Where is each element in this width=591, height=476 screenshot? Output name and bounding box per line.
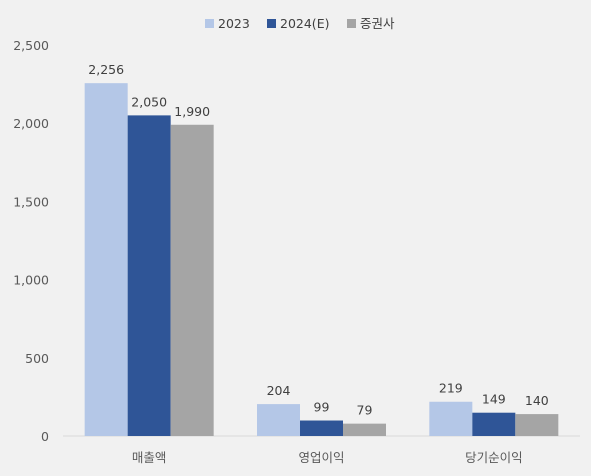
y-tick-label: 1,000	[13, 273, 49, 288]
data-label-1-0: 204	[267, 383, 291, 398]
legend-label-0: 2023	[218, 16, 250, 31]
x-category-label: 매출액	[132, 450, 167, 465]
legend-swatch-2	[347, 19, 356, 28]
data-label-2-2: 140	[525, 393, 549, 408]
legend-label-1: 2024(E)	[280, 16, 329, 31]
y-tick-label: 1,500	[13, 194, 49, 209]
data-label-2-0: 219	[439, 381, 463, 396]
legend-label-2: 증권사	[360, 16, 395, 31]
y-tick-label: 0	[41, 429, 49, 444]
y-tick-label: 500	[25, 351, 49, 366]
x-category-label: 당기순이익	[465, 450, 523, 465]
bar-0-2	[170, 124, 214, 436]
bar-2-2	[515, 414, 559, 436]
x-category-label: 영업이익	[298, 450, 344, 465]
bar-0-0	[84, 83, 128, 437]
y-tick-label: 2,500	[13, 38, 49, 53]
data-label-2-1: 149	[482, 392, 506, 407]
data-label-0-0: 2,256	[88, 62, 124, 77]
bar-2-0	[429, 401, 473, 436]
bar-2-1	[472, 412, 516, 436]
data-label-1-1: 99	[314, 400, 330, 415]
bar-0-1	[127, 115, 171, 436]
bar-1-0	[257, 404, 300, 436]
y-tick-label: 2,000	[13, 116, 49, 131]
data-label-1-2: 79	[357, 403, 373, 418]
legend-swatch-0	[205, 19, 214, 28]
data-label-0-2: 1,990	[174, 104, 210, 119]
legend-swatch-1	[267, 19, 276, 28]
bar-1-1	[300, 420, 343, 436]
bar-1-2	[343, 423, 386, 436]
data-label-0-1: 2,050	[131, 94, 167, 109]
